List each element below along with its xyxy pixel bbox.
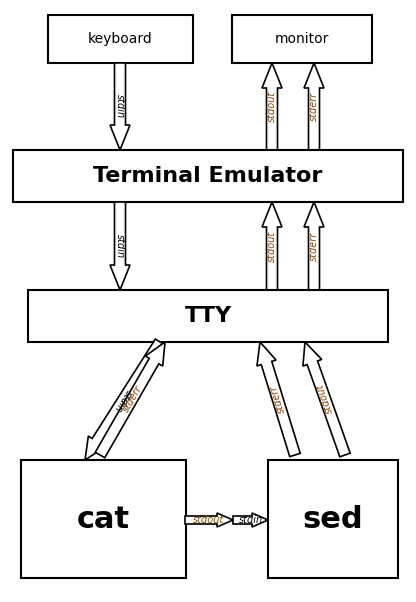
Bar (13, 150, 403, 202)
FancyArrow shape (85, 339, 165, 460)
Text: stdout: stdout (315, 382, 335, 415)
Bar (47, 15, 193, 63)
Text: keyboard: keyboard (88, 32, 152, 46)
Text: stdin: stdin (112, 388, 133, 414)
Text: TTY: TTY (184, 306, 232, 326)
Text: cat: cat (77, 504, 129, 533)
Text: stdout: stdout (267, 91, 277, 122)
Text: Terminal Emulator: Terminal Emulator (93, 166, 323, 186)
Text: stdout: stdout (267, 231, 277, 262)
FancyArrow shape (303, 342, 350, 457)
FancyArrow shape (110, 202, 130, 290)
Text: stdout: stdout (193, 515, 225, 525)
Text: stdin: stdin (115, 95, 125, 119)
FancyArrow shape (233, 513, 268, 527)
Text: stderr: stderr (309, 231, 319, 261)
Bar (232, 15, 372, 63)
FancyArrow shape (262, 202, 282, 290)
Text: stderr: stderr (121, 383, 144, 414)
Bar (20, 460, 186, 578)
FancyArrow shape (95, 342, 165, 458)
Text: stdin: stdin (115, 234, 125, 258)
FancyArrow shape (110, 63, 130, 150)
Bar (268, 460, 398, 578)
Bar (28, 290, 388, 342)
FancyArrow shape (257, 342, 300, 457)
FancyArrow shape (304, 63, 324, 150)
Text: monitor: monitor (275, 32, 329, 46)
Text: stderr: stderr (268, 383, 287, 414)
Text: stderr: stderr (309, 92, 319, 121)
FancyArrow shape (262, 63, 282, 150)
FancyArrow shape (304, 202, 324, 290)
Text: stdin: stdin (238, 515, 262, 525)
Text: sed: sed (303, 504, 363, 533)
FancyArrow shape (185, 513, 233, 527)
